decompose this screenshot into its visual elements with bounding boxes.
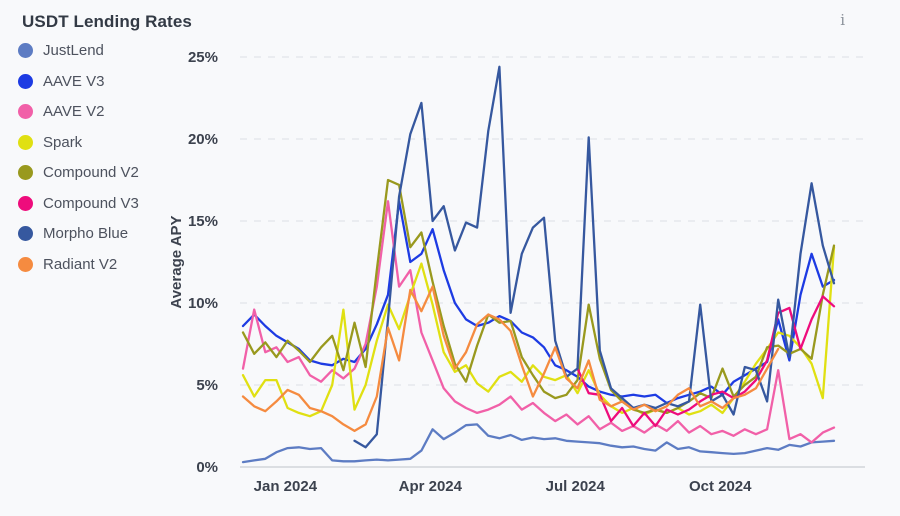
legend-item-aave-v3[interactable]: AAVE V3	[18, 73, 188, 90]
legend-label: JustLend	[43, 42, 104, 59]
legend-dot-icon	[18, 165, 33, 180]
legend-dot-icon	[18, 256, 33, 272]
legend-dot-icon	[18, 195, 33, 211]
series-line-aave-v2[interactable]	[241, 200, 836, 444]
legend-label: Morpho Blue	[43, 225, 129, 242]
series-line-radiant-v2[interactable]	[241, 285, 780, 433]
legend-item-radiant-v2[interactable]: Radiant V2	[18, 256, 188, 273]
info-icon[interactable]: i	[840, 11, 845, 29]
y-tick-label: 20%	[188, 131, 218, 148]
series-line-morpho-blue[interactable]	[353, 65, 836, 449]
legend-item-compound-v2[interactable]: Compound V2	[18, 164, 188, 181]
legend-label: Compound V2	[43, 164, 139, 181]
y-axis-title: Average APY	[168, 215, 185, 308]
y-tick-label: 0%	[196, 459, 218, 476]
x-tick-label: Jan 2024	[254, 478, 318, 495]
legend-item-compound-v3[interactable]: Compound V3	[18, 195, 188, 212]
y-tick-label: 10%	[188, 295, 218, 312]
legend-dot-icon	[18, 104, 33, 119]
legend-label: Spark	[43, 133, 83, 151]
x-tick-label: Apr 2024	[399, 478, 463, 495]
series-line-aave-v3[interactable]	[241, 200, 836, 405]
legend-dot-icon	[18, 73, 33, 89]
x-tick-label: Oct 2024	[689, 478, 752, 495]
legend-item-aave-v2[interactable]: AAVE V2	[18, 103, 188, 120]
series-line-justlend[interactable]	[241, 423, 836, 464]
legend-item-morpho-blue[interactable]: Morpho Blue	[18, 225, 188, 242]
legend-item-spark[interactable]: Spark	[18, 134, 188, 151]
legend-dot-icon	[18, 226, 33, 241]
legend-label: AAVE V2	[43, 103, 105, 120]
legend-dot-icon	[18, 134, 33, 150]
legend-item-justlend[interactable]: JustLend	[18, 42, 188, 59]
legend-label: AAVE V3	[43, 72, 105, 90]
legend-label: Compound V3	[43, 194, 139, 212]
legend-label: Radiant V2	[43, 255, 118, 273]
legend-dot-icon	[18, 43, 33, 58]
y-tick-label: 5%	[196, 377, 218, 394]
legend: JustLend AAVE V3 AAVE V2 Spark Compound V2 Co…	[18, 42, 188, 286]
x-tick-label: Jul 2024	[546, 478, 606, 495]
y-tick-label: 15%	[188, 213, 218, 230]
series-line-compound-v2[interactable]	[241, 178, 836, 415]
page-title: USDT Lending Rates	[22, 12, 192, 31]
series-line-compound-v3[interactable]	[576, 295, 836, 428]
y-tick-label: 25%	[188, 49, 218, 66]
